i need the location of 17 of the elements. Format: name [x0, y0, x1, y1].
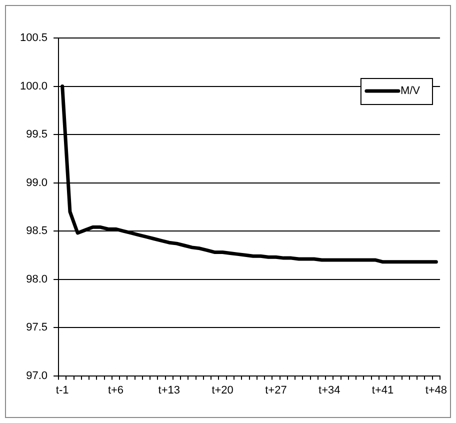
- y-tick-label: 99.5: [26, 128, 48, 141]
- x-tick-label: t+13: [158, 384, 180, 396]
- x-tick-label: t+41: [372, 384, 394, 396]
- y-tick-label: 99.0: [26, 176, 48, 189]
- y-tick-label: 97.5: [26, 322, 48, 334]
- legend-label: M/V: [400, 85, 421, 98]
- y-tick-label: 97.0: [26, 370, 48, 382]
- y-tick-label: 100.0: [20, 80, 48, 92]
- y-tick-label: 98.5: [26, 225, 48, 238]
- x-tick-label: t+6: [108, 384, 124, 396]
- y-tick-label: 100.5: [20, 32, 48, 44]
- x-tick-label: t-1: [56, 384, 69, 396]
- x-tick-label: t+34: [318, 384, 340, 396]
- y-tick-label: 98.0: [26, 273, 48, 286]
- x-tick-label: t+27: [265, 384, 287, 396]
- x-tick-label: t+48: [425, 384, 448, 396]
- x-tick-label: t+20: [212, 384, 234, 396]
